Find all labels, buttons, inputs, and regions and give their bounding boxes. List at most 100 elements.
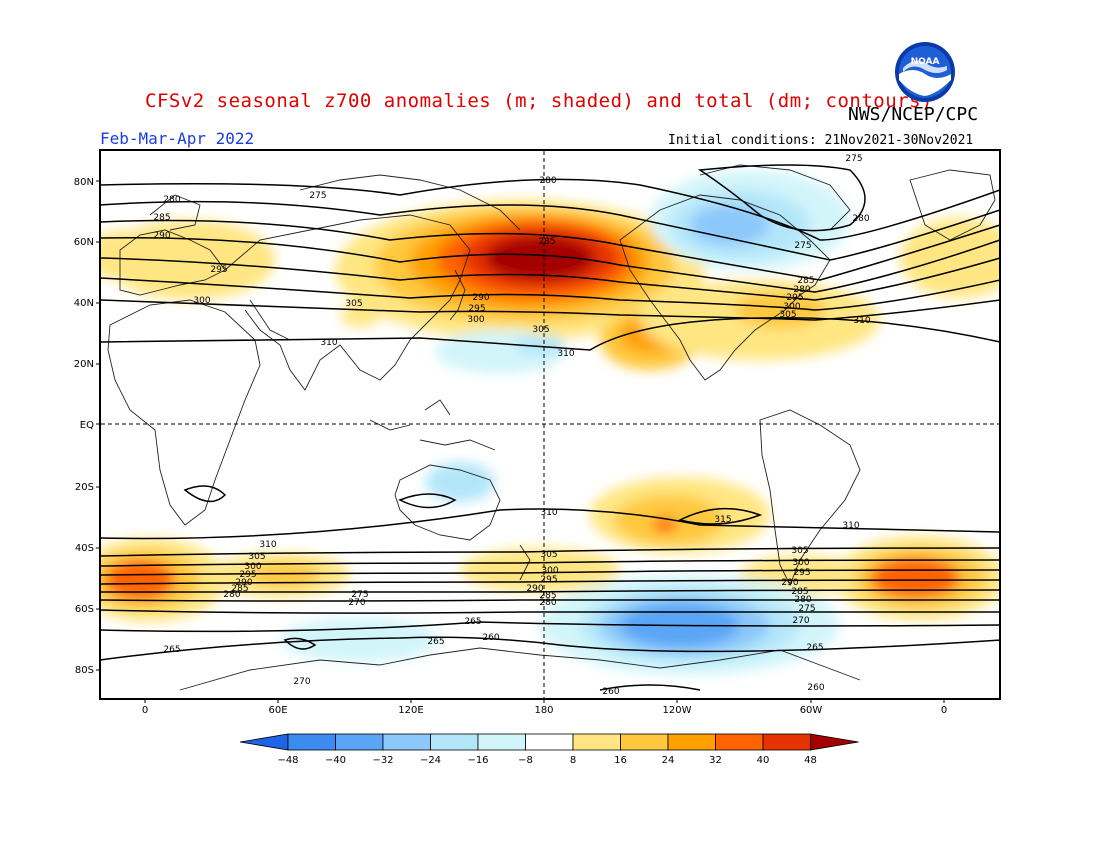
contour-label: 300 xyxy=(467,315,484,325)
lat-label: 60S xyxy=(75,604,94,615)
contour-label: 270 xyxy=(293,677,310,687)
colorbar-cell xyxy=(715,733,764,751)
contour-label: 285 xyxy=(539,591,556,601)
latitude-labels: 80N 60N 40N 20N EQ 20S 40S 60S 80S xyxy=(74,177,94,676)
colorbar-tick-label: −32 xyxy=(372,755,393,766)
contour-label: 265 xyxy=(163,645,180,655)
lon-label: 60W xyxy=(800,705,823,716)
contour-label: 300 xyxy=(792,558,809,568)
contour-label: 310 xyxy=(853,316,870,326)
contour-label: 290 xyxy=(526,584,543,594)
noaa-logo-icon: NOAA xyxy=(895,42,955,102)
chart-title: CFSv2 seasonal z700 anomalies (m; shaded… xyxy=(145,90,933,112)
colorbar-cell xyxy=(525,733,574,751)
lat-label: 40N xyxy=(74,298,94,309)
contour-label: 270 xyxy=(348,598,365,608)
colorbar-cell xyxy=(430,733,479,751)
contour-label: 295 xyxy=(786,293,803,303)
colorbar-cell xyxy=(287,733,336,751)
contour-label: 300 xyxy=(193,296,210,306)
contour-label: 295 xyxy=(239,570,256,580)
contour-label: 265 xyxy=(464,617,481,627)
contour-label: 285 xyxy=(791,587,808,597)
contour-label: 310 xyxy=(259,540,276,550)
colorbar-cell xyxy=(667,733,716,751)
lat-label: 40S xyxy=(75,543,94,554)
contour-label: 280 xyxy=(852,214,869,224)
logo-text: NOAA xyxy=(911,57,940,67)
contour-label: 290 xyxy=(153,231,170,241)
colorbar-cell xyxy=(239,733,289,751)
contour-label: 295 xyxy=(468,304,485,314)
lon-label: 60E xyxy=(268,705,287,716)
colorbar-tick-label: −48 xyxy=(277,755,298,766)
contour-label: 310 xyxy=(557,349,574,359)
contour-label: 275 xyxy=(794,241,811,251)
colorbar-tick-label: 24 xyxy=(662,755,675,766)
lat-label: 60N xyxy=(74,237,94,248)
reference-lines xyxy=(101,151,999,698)
colorbar-cell xyxy=(477,733,526,751)
contour-label: 310 xyxy=(842,521,859,531)
colorbar-cell xyxy=(335,733,384,751)
contour-label: 310 xyxy=(320,338,337,348)
agency-label: NWS/NCEP/CPC xyxy=(848,104,979,125)
height-contours xyxy=(101,164,999,691)
contour-label: 260 xyxy=(482,633,499,643)
contour-label: 275 xyxy=(845,154,862,164)
contour-label: 285 xyxy=(797,276,814,286)
lon-ticks xyxy=(144,699,945,703)
contour-label: 260 xyxy=(807,683,824,693)
contour-label: 300 xyxy=(783,302,800,312)
contour-label: 305 xyxy=(248,552,265,562)
colorbar-tick-label: 8 xyxy=(570,755,576,766)
contour-label: 265 xyxy=(427,637,444,647)
colorbar-tick-label: 32 xyxy=(709,755,722,766)
lat-label: 20S xyxy=(75,482,94,493)
lon-label: 120W xyxy=(663,705,692,716)
contour-label: 305 xyxy=(345,299,362,309)
lat-label: EQ xyxy=(80,420,94,431)
contour-label: 305 xyxy=(540,550,557,560)
contour-label: 290 xyxy=(472,293,489,303)
contour-label: 295 xyxy=(210,265,227,275)
contour-label: 300 xyxy=(244,562,261,572)
contour-label: 305 xyxy=(791,546,808,556)
colorbar-cell xyxy=(382,733,431,751)
lon-label: 180 xyxy=(534,705,553,716)
contour-label: 260 xyxy=(602,687,619,697)
anomaly-shading xyxy=(101,151,999,698)
contour-label: 290 xyxy=(235,578,252,588)
contour-label: 265 xyxy=(806,643,823,653)
contour-label: 300 xyxy=(541,566,558,576)
contour-label: 280 xyxy=(794,595,811,605)
contour-label: 285 xyxy=(153,213,170,223)
lon-label: 120E xyxy=(398,705,423,716)
lat-label: 80S xyxy=(75,665,94,676)
lon-label: 0 xyxy=(941,705,947,716)
colorbar-cell xyxy=(762,733,811,751)
contour-label: 285 xyxy=(231,584,248,594)
lat-label: 20N xyxy=(74,359,94,370)
longitude-labels: 0 60E 120E 180 120W 60W 0 xyxy=(142,705,947,716)
contour-label: 285 xyxy=(538,237,555,247)
contour-labels: 280 275 285 290 295 300 305 310 285 290 … xyxy=(153,154,870,697)
colorbar-tick-label: 40 xyxy=(757,755,770,766)
lon-label: 0 xyxy=(142,705,148,716)
initial-conditions-label: Initial conditions: 21Nov2021-30Nov2021 xyxy=(668,133,974,148)
season-label: Feb-Mar-Apr 2022 xyxy=(100,129,255,148)
lat-label: 80N xyxy=(74,177,94,188)
contour-label: 305 xyxy=(779,310,796,320)
contour-label: 295 xyxy=(793,568,810,578)
contour-label: 290 xyxy=(781,578,798,588)
contour-label: 305 xyxy=(532,325,549,335)
colorbar-tick-label: 48 xyxy=(804,755,817,766)
colorbar: −48 −40 −32 −24 −16 −8 8 16 24 32 40 48 xyxy=(239,733,859,766)
contour-label: 280 xyxy=(163,195,180,205)
contour-label: 315 xyxy=(714,515,731,525)
colorbar-tick-label: −24 xyxy=(420,755,441,766)
contour-label: 310 xyxy=(540,508,557,518)
contour-label: 275 xyxy=(798,604,815,614)
colorbar-cell xyxy=(810,733,859,751)
contour-label: 280 xyxy=(793,285,810,295)
